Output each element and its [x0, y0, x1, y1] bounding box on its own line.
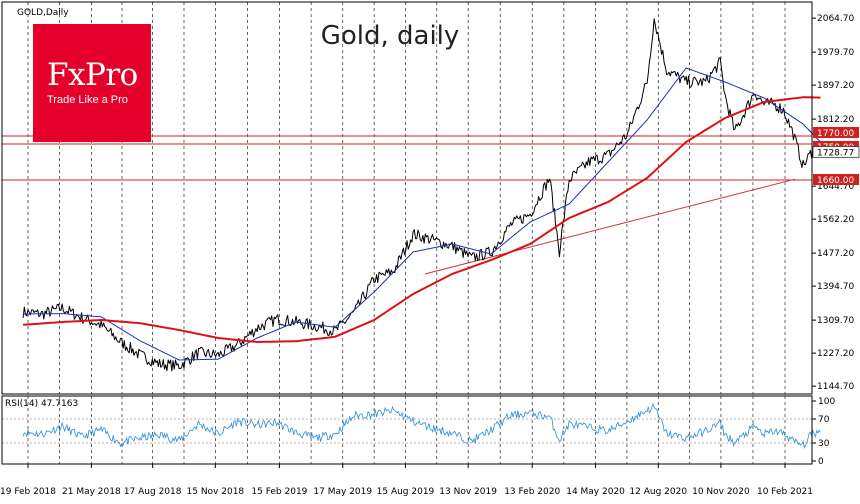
current-price-label: 1728.77: [817, 148, 854, 158]
rsi-layer: [2, 402, 821, 449]
grid-layer: [27, 2, 786, 464]
x-tick-label: 13 Feb 2020: [504, 487, 560, 497]
x-tick-label: 10 Nov 2020: [692, 487, 750, 497]
fxpro-logo: FxPro Trade Like a Pro: [33, 24, 151, 142]
symbol-label: GOLD,Daily: [17, 8, 69, 18]
x-tick-label: 21 May 2018: [62, 487, 121, 497]
rsi-tick-label: 100: [818, 397, 835, 407]
logo-name: FxPro: [47, 57, 138, 93]
rsi-pane-border: [1, 395, 813, 465]
rsi-series-line: [22, 402, 821, 449]
level-price-label: 1770.00: [817, 129, 854, 139]
x-tick-label: 10 Feb 2021: [757, 487, 813, 497]
ma-slow-series-line: [23, 96, 821, 343]
y-tick-label: 1144.70: [817, 382, 854, 392]
x-tick-label: 13 Nov 2019: [439, 487, 497, 497]
rsi-tick-label: 0: [818, 457, 824, 467]
price-series-line: [22, 18, 821, 372]
level-price-badge: [813, 127, 859, 138]
x-tick-label: 19 Feb 2018: [0, 487, 56, 497]
main-pane-border: [1, 1, 813, 395]
chart-title: Gold, daily: [321, 21, 460, 51]
y-tick-label: 1979.70: [817, 48, 854, 58]
trend-line: [424, 178, 795, 275]
x-tick-label: 14 May 2020: [566, 487, 625, 497]
y-tick-label: 1309.70: [817, 316, 854, 326]
rsi-label: RSI(14) 47.7163: [5, 399, 78, 409]
level-lines: [2, 135, 812, 275]
x-tick-label: 12 Aug 2020: [629, 487, 687, 497]
rsi-tick-label: 30: [818, 439, 830, 449]
y-tick-label: 1897.20: [817, 81, 854, 91]
y-tick-label: 1477.20: [817, 249, 854, 259]
x-tick-label: 15 Nov 2018: [187, 487, 245, 497]
logo-tagline: Trade Like a Pro: [47, 94, 128, 106]
x-tick-label: 17 Aug 2018: [124, 487, 182, 497]
ma-fast-series-line: [23, 67, 821, 361]
current-price-badge: [812, 146, 860, 158]
y-tick-label: 1562.20: [817, 215, 854, 225]
y-tick-label: 1394.70: [817, 282, 854, 292]
axis-layer: 19 Feb 2018 21 May 2018 17 Aug 2018 15 Nov …: [0, 14, 860, 497]
series-layer: [22, 18, 821, 372]
x-tick-label: 17 May 2019: [313, 487, 372, 497]
y-tick-label: 1644.70: [817, 182, 854, 192]
x-tick-label: 15 Feb 2019: [251, 487, 307, 497]
rsi-tick-label: 70: [818, 415, 830, 425]
y-tick-label: 1812.20: [817, 115, 854, 125]
y-tick-label: 1227.20: [817, 349, 854, 359]
y-tick-label: 2064.70: [817, 14, 854, 24]
x-tick-label: 15 Aug 2019: [377, 487, 435, 497]
level-price-badge: [813, 174, 859, 185]
level-price-label: 1660.00: [817, 176, 854, 186]
